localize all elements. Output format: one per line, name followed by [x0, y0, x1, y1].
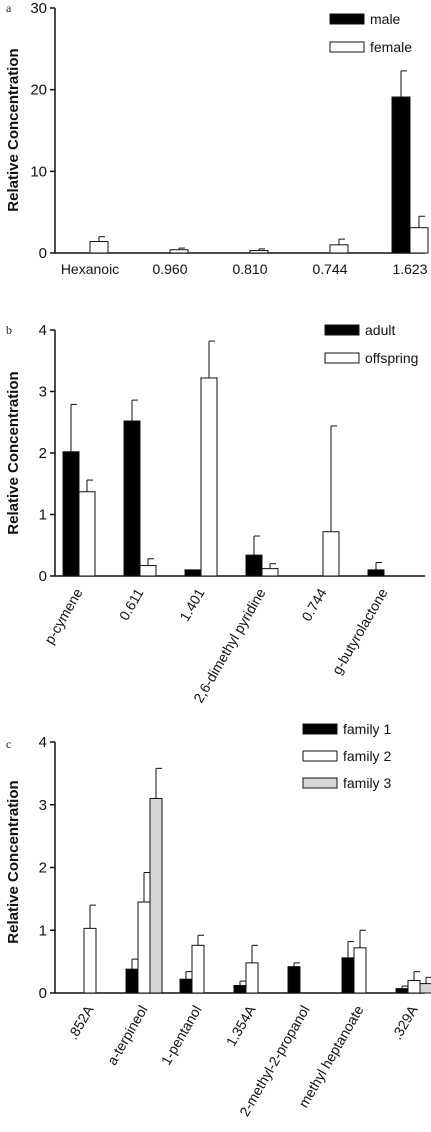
legend-label: family 3: [343, 775, 391, 791]
x-tick-label: 2,6-dimethyl pyridine: [190, 585, 269, 705]
bar: [200, 377, 218, 577]
legend-label: family 1: [343, 721, 391, 737]
y-axis-label: Relative Concentration: [5, 371, 22, 534]
bar: [184, 569, 202, 577]
bar: [125, 968, 139, 994]
panel-label: c: [6, 737, 11, 751]
y-axis-label: Relative Concentration: [5, 48, 22, 211]
legend-swatch: [324, 324, 360, 336]
legend-label: family 2: [343, 748, 391, 764]
legend-swatch: [302, 777, 338, 789]
bar: [89, 241, 109, 254]
bar: [367, 569, 385, 577]
panel-label: a: [6, 1, 12, 15]
y-tick-label: 20: [30, 82, 47, 99]
bar: [191, 944, 205, 994]
y-tick-label: 3: [39, 384, 47, 401]
legend-swatch: [324, 352, 360, 364]
x-tick-label: 1.623: [392, 261, 427, 277]
y-tick-label: 3: [39, 797, 47, 814]
bar: [419, 983, 431, 994]
bar: [245, 554, 263, 577]
bar: [233, 984, 247, 994]
bar: [287, 966, 301, 994]
x-tick-label: 0.744: [312, 261, 347, 277]
bar: [249, 250, 269, 254]
bar: [322, 531, 340, 577]
chart-panel-c: c Relative Concentration 0 1 2 3 4 .852A a-terpi…: [5, 721, 431, 1119]
x-tick-label: 1.354A: [223, 1002, 259, 1049]
bar: [341, 957, 355, 994]
legend-swatch: [302, 723, 338, 735]
bar: [137, 901, 151, 994]
x-tick-label: 0.960: [152, 261, 187, 277]
legend-swatch: [302, 750, 338, 762]
y-tick-label: 10: [30, 163, 47, 180]
x-tick-label: p-cymene: [41, 585, 86, 646]
y-tick-label: 4: [39, 734, 47, 751]
bar: [407, 979, 421, 994]
y-tick-label: 30: [30, 0, 47, 17]
y-tick-label: 2: [39, 860, 47, 877]
bar: [149, 797, 163, 994]
bar: [123, 420, 141, 577]
bar: [395, 988, 409, 994]
x-tick-label: 0.744: [298, 585, 329, 624]
legend-label: offspring: [365, 350, 418, 366]
bar: [353, 947, 367, 994]
x-tick-label: 0.611: [116, 585, 147, 623]
x-tick-label: a-terpineol: [104, 1003, 151, 1068]
y-tick-label: 0: [39, 568, 47, 585]
bar: [83, 927, 97, 994]
x-tick-label: Hexanoic: [61, 261, 119, 277]
bar: [139, 565, 157, 577]
x-tick-label: 1.401: [176, 585, 207, 624]
y-tick-label: 1: [39, 922, 47, 939]
y-tick-label: 4: [39, 322, 47, 339]
x-tick-label: .329A: [388, 1002, 420, 1042]
bar: [329, 244, 349, 254]
legend-label: female: [370, 39, 412, 55]
bar: [261, 568, 279, 577]
bar: [391, 96, 411, 254]
bar: [62, 451, 80, 577]
y-axis-label: Relative Concentration: [5, 780, 22, 943]
x-tick-label: 0.810: [232, 261, 267, 277]
x-tick-label: 1-pentanol: [158, 1003, 205, 1068]
panel-label: b: [6, 323, 12, 337]
legend-label: male: [370, 11, 401, 27]
x-tick-label: .852A: [64, 1002, 96, 1042]
chart-panel-a: a Relative Concentration 0 10 20 30 Hexanoic 0.…: [5, 0, 429, 277]
bar: [78, 491, 96, 577]
bar: [245, 962, 259, 994]
legend-swatch: [329, 41, 365, 53]
bar: [179, 978, 193, 994]
x-tick-label: g-butyrolactone: [328, 585, 390, 677]
legend-label: adult: [365, 322, 395, 338]
bar: [169, 249, 189, 254]
y-tick-label: 0: [39, 245, 47, 262]
chart-panel-b: b Relative Concentration 0 1 2 3 4 p-cymene 0.61…: [5, 322, 425, 705]
bar: [409, 227, 429, 254]
y-tick-label: 1: [39, 507, 47, 524]
y-tick-label: 2: [39, 445, 47, 462]
legend-swatch: [329, 13, 365, 25]
y-tick-label: 0: [39, 985, 47, 1002]
